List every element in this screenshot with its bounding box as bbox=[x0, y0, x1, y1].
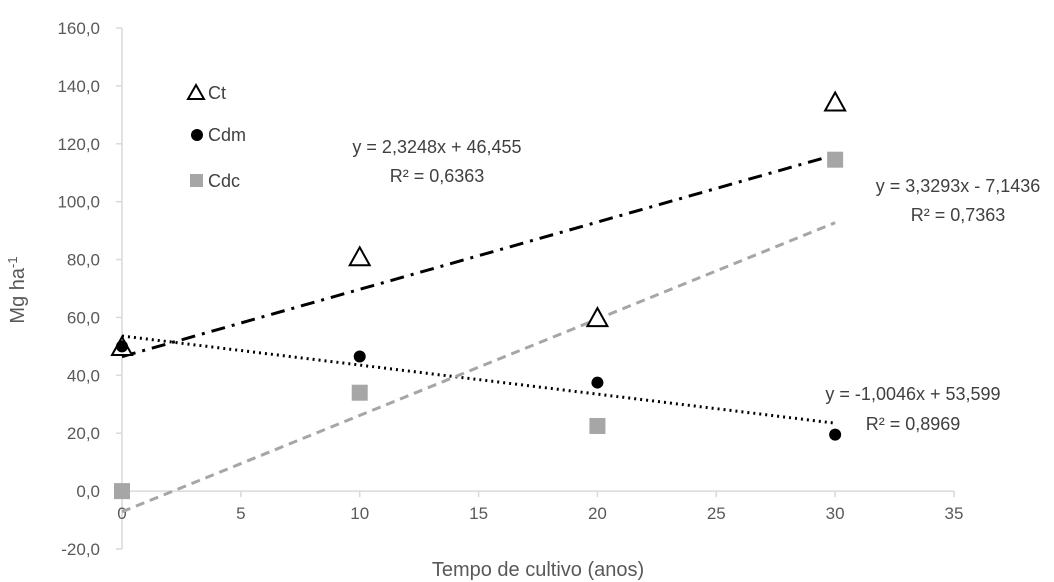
x-tick-label: 15 bbox=[469, 504, 488, 523]
x-tick-label: 5 bbox=[236, 504, 245, 523]
y-tick-label: 60,0 bbox=[67, 308, 100, 327]
point-ct bbox=[348, 245, 372, 267]
y-tick-label: 100,0 bbox=[57, 193, 100, 212]
legend-marker-cdm bbox=[191, 129, 203, 141]
point-cdm bbox=[353, 350, 366, 363]
trendlines bbox=[121, 153, 836, 514]
r2-ct: R² = 0,6363 bbox=[390, 166, 485, 186]
y-tick-label: 120,0 bbox=[57, 135, 100, 154]
x-tick-label: 30 bbox=[826, 504, 845, 523]
legend-label-cdm: Cdm bbox=[208, 125, 246, 145]
trendline-cdm bbox=[121, 334, 836, 425]
point-cdm bbox=[116, 340, 128, 353]
point-cdm bbox=[591, 376, 604, 389]
x-tick-label: 35 bbox=[945, 504, 964, 523]
y-tick-label: 0,0 bbox=[76, 482, 100, 501]
legend-marker-ct bbox=[186, 82, 206, 100]
legend-item-cdc: Cdc bbox=[190, 171, 240, 191]
y-tick-label: 80,0 bbox=[67, 251, 100, 270]
y-tick-labels: -20,0 0,0 20,0 40,0 60,0 80,0 100,0 120,0 140,0 1… bbox=[57, 19, 100, 559]
y-axis-title: Mg ha-1 bbox=[5, 256, 29, 323]
point-cdc bbox=[351, 384, 368, 401]
equation-ct: y = 2,3248x + 46,455 bbox=[352, 137, 521, 157]
trendline-equations: y = 2,3248x + 46,455 R² = 0,6363 y = 3,3… bbox=[352, 137, 1040, 434]
y-tick-label: -20,0 bbox=[61, 540, 100, 559]
x-tick-label: 20 bbox=[588, 504, 607, 523]
x-tick-label: 0 bbox=[117, 504, 126, 523]
r2-cdc: R² = 0,7363 bbox=[911, 205, 1006, 225]
point-cdc bbox=[827, 151, 844, 168]
point-cdc bbox=[114, 483, 130, 500]
equation-cdc: y = 3,3293x - 7,1436 bbox=[876, 176, 1041, 196]
legend-label-ct: Ct bbox=[208, 83, 226, 103]
y-tick-label: 20,0 bbox=[67, 424, 100, 443]
y-tick-label: 40,0 bbox=[67, 366, 100, 385]
trendline-cdc bbox=[121, 221, 836, 514]
equation-cdm: y = -1,0046x + 53,599 bbox=[825, 384, 1000, 404]
y-axis-title-superscript: -1 bbox=[5, 256, 20, 268]
r2-cdm: R² = 0,8969 bbox=[866, 414, 961, 434]
legend-label-cdc: Cdc bbox=[208, 171, 240, 191]
point-cdc bbox=[589, 417, 606, 434]
x-axis-title: Tempo de cultivo (anos) bbox=[432, 559, 644, 581]
point-ct bbox=[585, 306, 610, 328]
point-cdm bbox=[829, 428, 842, 441]
point-ct bbox=[823, 90, 847, 112]
legend-item-cdm: Cdm bbox=[191, 125, 246, 145]
legend-item-ct: Ct bbox=[186, 82, 226, 103]
data-points bbox=[110, 90, 847, 500]
y-tick-label: 140,0 bbox=[57, 77, 100, 96]
legend-marker-cdc bbox=[190, 174, 203, 187]
x-tick-label: 10 bbox=[350, 504, 369, 523]
y-tick-label: 160,0 bbox=[57, 19, 100, 38]
legend: Ct Cdm Cdc bbox=[186, 82, 246, 191]
y-axis-title-main: Mg ha bbox=[7, 267, 29, 323]
x-tick-label: 25 bbox=[707, 504, 726, 523]
x-tick-labels: 0 5 10 15 20 25 30 35 bbox=[117, 504, 963, 523]
